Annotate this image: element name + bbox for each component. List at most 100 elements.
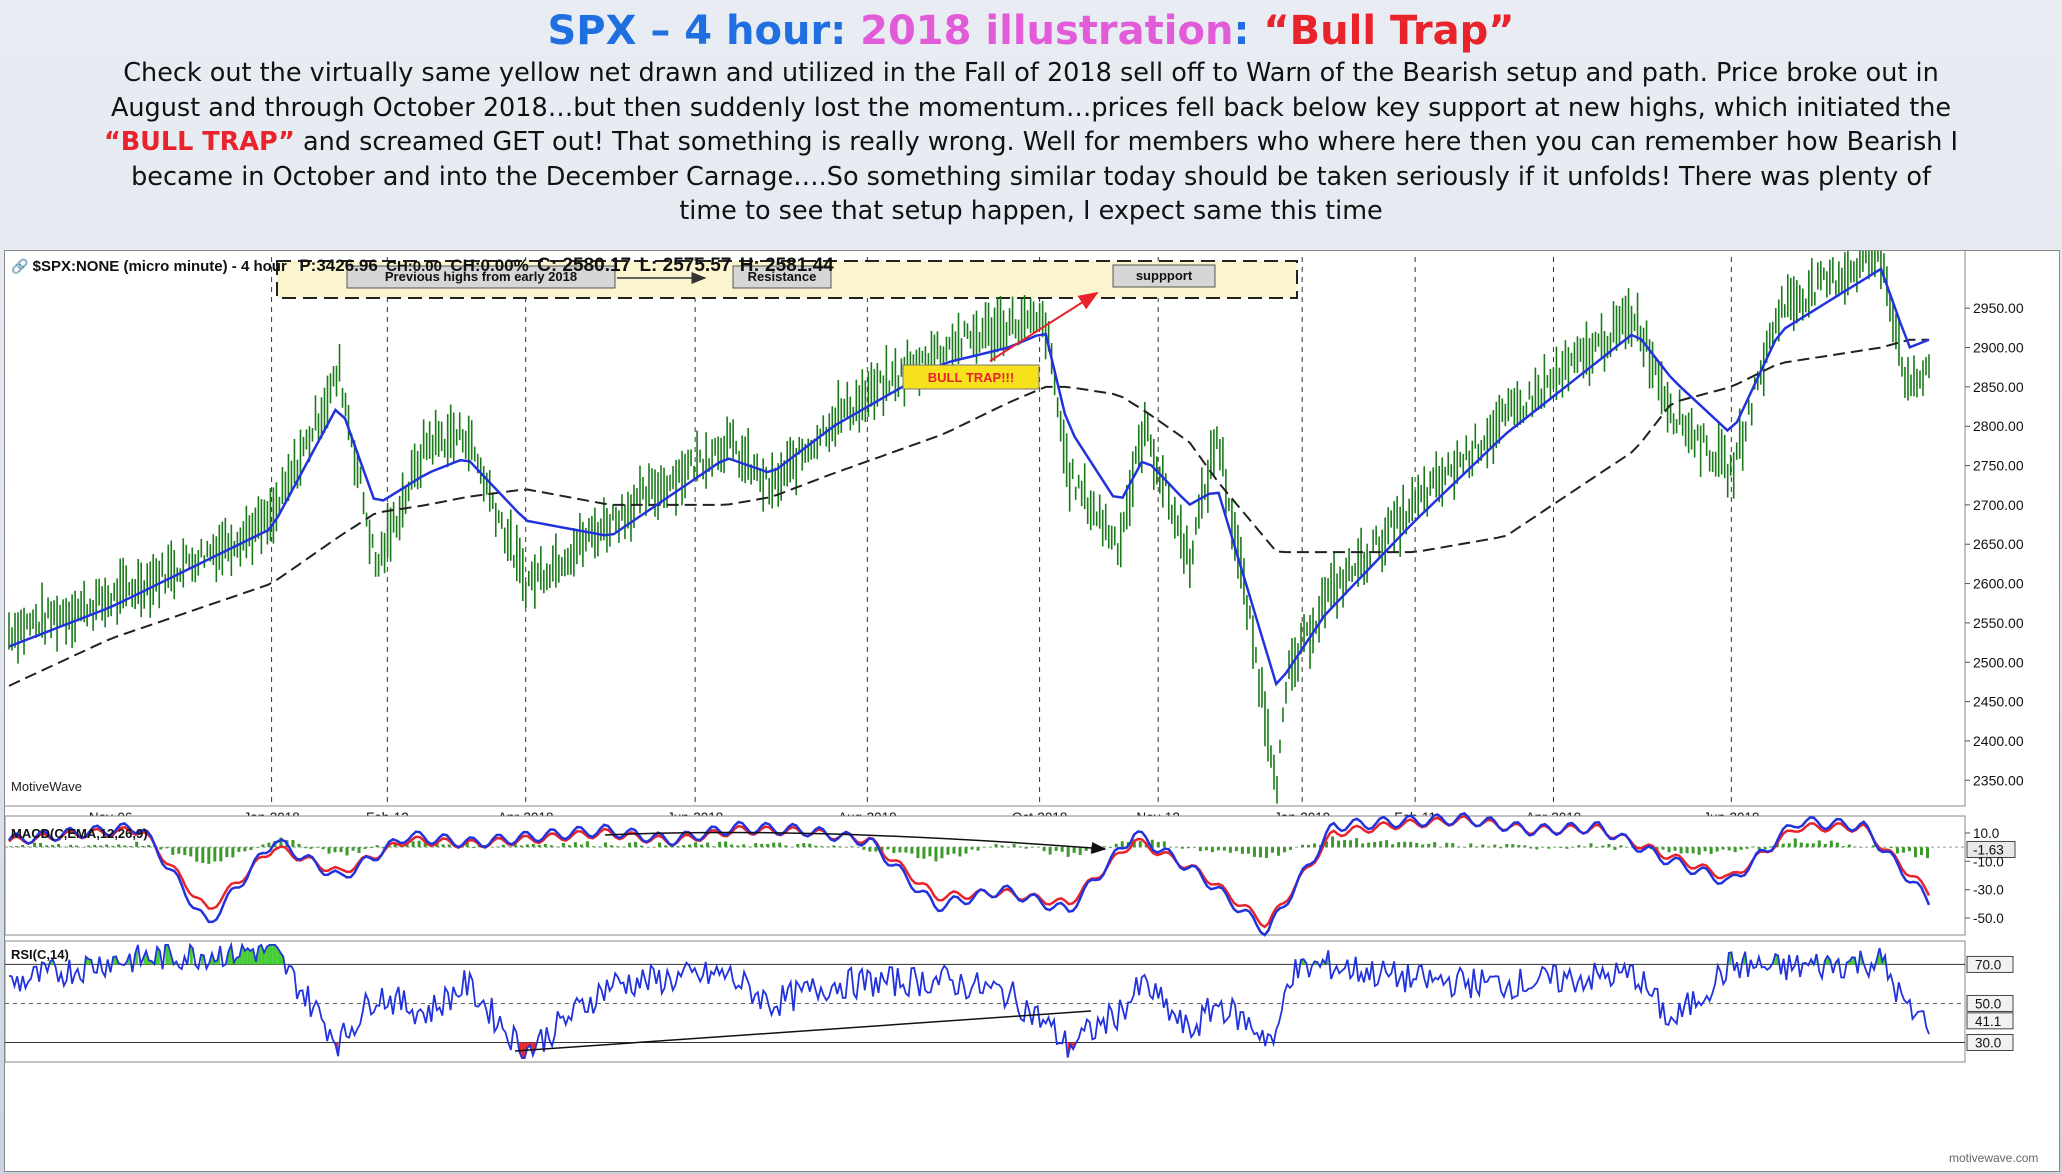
slide-description: Check out the virtually same yellow net …	[100, 56, 1962, 229]
annotations: Previous highs from early 2018 Resistanc…	[346, 264, 1216, 390]
macd-histogram-bar	[351, 847, 355, 851]
rsi-overbought-fill	[228, 944, 232, 965]
macd-histogram-bar	[99, 845, 103, 848]
header: SPX – 4 hour: 2018 illustration: “Bull T…	[0, 0, 2062, 250]
macd-histogram-bar	[1313, 843, 1317, 848]
macd-histogram-bar	[1162, 841, 1166, 848]
rsi-tick-box	[1966, 1012, 2014, 1030]
macd-histogram-bar	[207, 847, 211, 864]
macd-tick-label: -50.0	[1973, 911, 2004, 926]
macd-histogram-bar	[297, 843, 301, 848]
macd-histogram-bar	[1823, 843, 1827, 848]
macd-histogram-bar	[633, 841, 637, 848]
macd-histogram-bar	[363, 847, 367, 849]
macd-histogram-bar	[75, 845, 79, 848]
macd-panel-bg	[5, 815, 1966, 936]
macd-histogram-bar	[381, 847, 385, 849]
macd-histogram-bar	[1289, 847, 1292, 850]
macd-histogram-bar	[309, 847, 313, 849]
macd-histogram-bar	[1613, 847, 1617, 850]
chart-svg[interactable]: 2950.00 2900.00 2850.00 2800.00 2750.00 2700.…	[5, 251, 2059, 1171]
macd-histogram-bar	[1385, 840, 1389, 848]
rsi-overbought-fill	[190, 944, 193, 965]
macd-histogram-bar	[579, 844, 583, 848]
macd-histogram-bar	[1499, 847, 1503, 849]
macd-histogram-bar	[1108, 847, 1112, 848]
macd-histogram-bar	[63, 846, 67, 848]
rsi-overbought-fill	[266, 944, 270, 965]
macd-histogram-bar	[886, 847, 890, 850]
macd-histogram-bar	[171, 847, 175, 855]
macd-histogram-bar	[1853, 846, 1857, 848]
macd-histogram-bar	[213, 847, 217, 862]
macd-histogram-bar	[796, 843, 800, 848]
rsi-overbought-fill	[201, 954, 204, 965]
rsi-overbought-fill	[247, 948, 251, 965]
macd-histogram-bar	[1481, 844, 1485, 848]
info-ch: CH:0.00	[386, 258, 442, 275]
macd-histogram-bar	[730, 844, 734, 848]
macd-histogram-bar	[694, 842, 698, 848]
macd-histogram-bar	[1138, 841, 1142, 848]
macd-histogram-bar	[1180, 847, 1184, 849]
macd-histogram-bar	[165, 847, 169, 849]
macd-histogram-bar	[754, 843, 758, 848]
macd-histogram-bar	[1739, 847, 1743, 850]
macd-histogram-bar	[1565, 847, 1569, 849]
macd-histogram-bar	[417, 840, 421, 848]
rsi-divergence-line	[514, 1010, 1092, 1052]
macd-histogram-bar	[688, 844, 692, 848]
macd-histogram-bar	[519, 845, 523, 848]
rsi-tick-box	[1966, 994, 2014, 1012]
macd-histogram-bar	[1355, 838, 1359, 848]
macd-histogram-bar	[1210, 847, 1214, 853]
macd-histogram-bar	[1805, 843, 1809, 848]
macd-histogram-bar	[808, 843, 812, 848]
macd-histogram-bar	[1715, 847, 1719, 852]
macd-histogram-bar	[531, 843, 535, 848]
macd-histogram-bar	[375, 845, 379, 848]
macd-histogram-bar	[964, 847, 968, 854]
macd-histogram-bar	[1403, 841, 1407, 848]
macd-histogram-bar	[1619, 845, 1623, 848]
macd-divergence-arrow	[604, 831, 1107, 854]
rsi-tick-label: 41.1	[1975, 1014, 2001, 1029]
macd-histogram-bar	[525, 844, 529, 848]
macd-histogram-bar	[976, 847, 980, 851]
macd-histogram-bar	[189, 847, 193, 857]
macd-histogram-bar	[57, 843, 61, 848]
macd-histogram-bar	[93, 844, 97, 848]
macd-histogram-bar	[237, 847, 241, 852]
title-part-spx: SPX – 4 hour:	[547, 8, 861, 54]
macd-tick-label: -30.0	[1973, 883, 2004, 898]
macd-histogram-bar	[1234, 847, 1238, 852]
macd-histogram-bar	[549, 845, 553, 848]
macd-histogram-bar	[1000, 845, 1004, 848]
macd-histogram-bar	[1901, 847, 1905, 853]
price-tick-label: 2650.00	[1973, 536, 2024, 552]
macd-histogram-bar	[1276, 847, 1280, 856]
macd-histogram-bar	[585, 841, 589, 848]
macd-histogram-bar	[1222, 847, 1226, 851]
macd-histogram-bar	[1457, 846, 1461, 848]
chart-container[interactable]: 2950.00 2900.00 2850.00 2800.00 2750.00 2700.…	[4, 250, 2060, 1172]
macd-histogram-bar	[9, 846, 12, 848]
macd-histogram-bar	[231, 847, 235, 858]
macd-histogram-bar	[1871, 845, 1875, 848]
macd-histogram-bar	[1913, 847, 1917, 858]
moving-average-line	[8, 338, 1929, 687]
macd-histogram-bar	[1847, 844, 1851, 848]
macd-histogram-bar	[333, 847, 337, 853]
macd-histogram-bar	[832, 845, 836, 848]
macd-histogram-bar	[1246, 847, 1250, 854]
macd-histogram-bar	[1409, 841, 1413, 848]
macd-histogram-bar	[1264, 847, 1268, 858]
macd-histogram-bar	[1367, 842, 1371, 848]
macd-histogram-bar	[1282, 847, 1286, 853]
macd-histogram-bar	[676, 846, 680, 848]
macd-histogram-bar	[916, 847, 920, 859]
macd-histogram-bar	[1763, 847, 1767, 850]
macd-histogram-bar	[1487, 846, 1491, 848]
macd-histogram-bar	[1787, 843, 1791, 848]
macd-histogram-bar	[1114, 843, 1118, 848]
